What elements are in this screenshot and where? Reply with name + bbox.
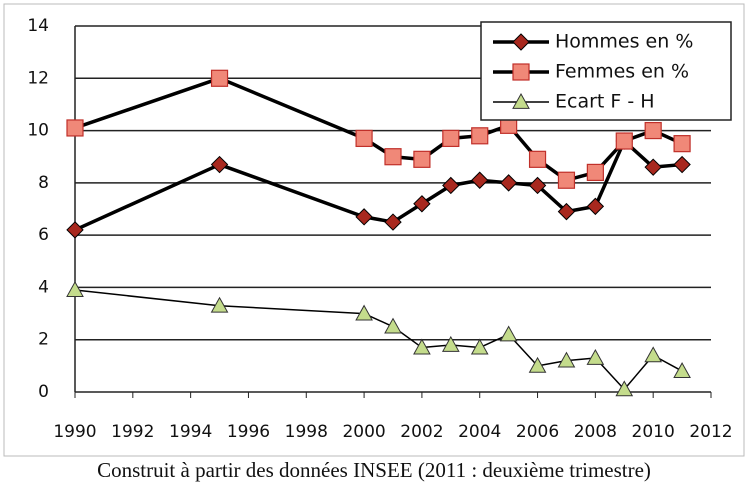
- marker: [210, 155, 229, 174]
- y-tick-label: 14: [27, 16, 49, 36]
- marker: [528, 176, 547, 195]
- x-tick-label: 2006: [516, 422, 559, 442]
- marker: [557, 202, 576, 221]
- marker: [644, 346, 663, 363]
- marker: [210, 69, 229, 87]
- y-tick-label: 4: [38, 277, 49, 297]
- marker: [673, 362, 691, 378]
- marker: [499, 325, 518, 342]
- marker: [673, 155, 691, 174]
- y-tick-label: 10: [27, 121, 49, 141]
- marker: [66, 119, 84, 137]
- marker: [557, 171, 576, 189]
- marker: [66, 281, 84, 297]
- marker: [644, 158, 662, 176]
- x-tick-label: 1996: [227, 422, 270, 442]
- y-tick-label: 12: [27, 68, 49, 88]
- x-tick-label: 1998: [285, 422, 328, 442]
- marker: [355, 304, 373, 321]
- x-tick-label: 2004: [458, 422, 501, 442]
- marker: [586, 163, 604, 181]
- y-tick-label: 2: [38, 330, 49, 350]
- marker: [499, 174, 518, 192]
- legend-marker: [512, 92, 530, 109]
- marker: [66, 221, 84, 239]
- marker: [442, 176, 460, 195]
- marker: [586, 348, 605, 365]
- marker: [528, 356, 547, 373]
- marker: [355, 208, 373, 226]
- marker: [384, 213, 402, 231]
- marker: [413, 195, 431, 213]
- y-tick-label: 8: [38, 173, 49, 193]
- marker: [673, 135, 691, 153]
- chart-frame: [3, 3, 745, 457]
- y-tick-label: 6: [38, 225, 49, 245]
- marker: [471, 127, 489, 145]
- legend-marker: [512, 63, 530, 81]
- x-tick-label: 2012: [689, 422, 732, 442]
- x-tick-label: 2008: [574, 422, 617, 442]
- legend-label: Ecart F - H: [555, 91, 655, 113]
- marker: [470, 338, 489, 355]
- x-tick-label: 1992: [111, 422, 154, 442]
- marker: [413, 338, 431, 355]
- x-tick-label: 1990: [53, 422, 96, 442]
- marker: [615, 380, 634, 397]
- legend-label: Hommes en %: [555, 31, 693, 53]
- caption: Construit à partir des données INSEE (20…: [97, 458, 651, 482]
- legend-marker: [512, 33, 530, 51]
- marker: [644, 121, 662, 140]
- series-line: [74, 139, 683, 232]
- marker: [471, 171, 489, 189]
- marker: [557, 351, 576, 368]
- x-tick-label: 1994: [169, 422, 212, 442]
- marker: [528, 150, 547, 168]
- x-tick-label: 2010: [632, 422, 675, 442]
- marker: [413, 150, 431, 168]
- marker: [384, 317, 402, 334]
- marker: [615, 132, 633, 150]
- legend-label: Femmes en %: [555, 61, 689, 83]
- marker: [442, 129, 460, 148]
- y-tick-label: 0: [38, 382, 49, 402]
- marker: [384, 148, 402, 166]
- x-tick-label: 2002: [400, 422, 443, 442]
- marker: [210, 296, 229, 313]
- x-tick-label: 2000: [342, 422, 385, 442]
- marker: [586, 197, 605, 216]
- marker: [441, 335, 460, 352]
- marker: [355, 129, 373, 148]
